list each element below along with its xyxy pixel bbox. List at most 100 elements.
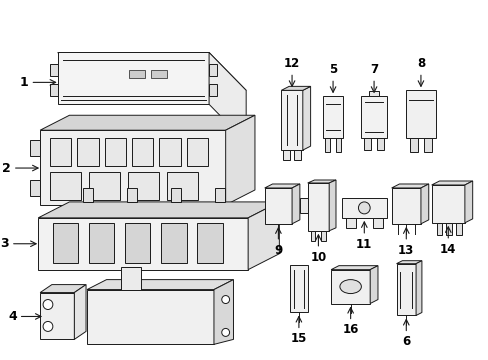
Polygon shape — [225, 115, 254, 205]
Polygon shape — [209, 84, 217, 96]
Polygon shape — [420, 184, 428, 224]
Circle shape — [221, 296, 229, 303]
Polygon shape — [325, 138, 329, 152]
Polygon shape — [159, 138, 181, 166]
Text: 2: 2 — [2, 162, 11, 175]
Polygon shape — [151, 71, 167, 78]
Polygon shape — [38, 202, 279, 218]
Polygon shape — [464, 181, 472, 223]
Text: 11: 11 — [355, 238, 372, 251]
Polygon shape — [415, 261, 421, 315]
Polygon shape — [376, 138, 383, 150]
Polygon shape — [283, 150, 289, 160]
Text: 10: 10 — [310, 251, 326, 264]
Text: 15: 15 — [290, 332, 306, 345]
Polygon shape — [396, 261, 421, 264]
Polygon shape — [364, 138, 370, 150]
Text: 12: 12 — [284, 58, 300, 71]
Polygon shape — [209, 64, 217, 76]
Polygon shape — [161, 223, 186, 263]
Polygon shape — [391, 188, 420, 224]
Polygon shape — [87, 289, 214, 345]
Polygon shape — [132, 138, 153, 166]
Polygon shape — [302, 86, 310, 150]
Polygon shape — [321, 231, 325, 241]
Polygon shape — [328, 180, 335, 231]
Polygon shape — [30, 140, 40, 156]
Polygon shape — [127, 188, 137, 202]
Polygon shape — [128, 172, 159, 200]
Text: 14: 14 — [439, 243, 455, 256]
Ellipse shape — [339, 280, 361, 293]
Polygon shape — [40, 130, 225, 205]
Polygon shape — [431, 181, 472, 185]
Polygon shape — [50, 138, 71, 166]
Polygon shape — [38, 218, 247, 270]
Polygon shape — [289, 265, 307, 312]
Polygon shape — [171, 188, 181, 202]
Text: 3: 3 — [0, 237, 9, 250]
Polygon shape — [307, 183, 328, 231]
Polygon shape — [53, 223, 78, 263]
Polygon shape — [104, 138, 126, 166]
Polygon shape — [406, 90, 435, 138]
Text: 6: 6 — [401, 336, 409, 348]
Polygon shape — [167, 172, 198, 200]
Polygon shape — [455, 223, 461, 235]
Polygon shape — [368, 91, 378, 96]
Polygon shape — [30, 180, 40, 196]
Polygon shape — [215, 188, 224, 202]
Polygon shape — [372, 218, 382, 228]
Polygon shape — [186, 138, 208, 166]
Circle shape — [358, 202, 369, 214]
Polygon shape — [50, 84, 58, 96]
Polygon shape — [391, 184, 428, 188]
Polygon shape — [121, 267, 141, 289]
Text: 13: 13 — [397, 244, 413, 257]
Polygon shape — [431, 185, 464, 223]
Polygon shape — [330, 270, 369, 303]
Polygon shape — [89, 223, 114, 263]
Polygon shape — [264, 188, 291, 224]
Polygon shape — [77, 138, 99, 166]
Polygon shape — [197, 223, 222, 263]
Text: 1: 1 — [20, 76, 28, 89]
Polygon shape — [40, 293, 74, 339]
Polygon shape — [129, 71, 144, 78]
Polygon shape — [125, 223, 150, 263]
Polygon shape — [209, 53, 245, 142]
Polygon shape — [74, 285, 86, 339]
Polygon shape — [323, 96, 342, 138]
Polygon shape — [307, 180, 335, 183]
Polygon shape — [369, 266, 377, 303]
Polygon shape — [281, 90, 302, 150]
Polygon shape — [50, 172, 81, 200]
Polygon shape — [58, 53, 245, 90]
Polygon shape — [83, 188, 93, 202]
Text: 4: 4 — [8, 310, 17, 323]
Polygon shape — [264, 184, 299, 188]
Polygon shape — [423, 138, 431, 152]
Polygon shape — [446, 223, 451, 235]
Polygon shape — [341, 198, 386, 218]
Polygon shape — [291, 184, 299, 224]
Polygon shape — [247, 202, 279, 270]
Text: 7: 7 — [369, 63, 377, 76]
Polygon shape — [361, 96, 386, 138]
Polygon shape — [436, 223, 442, 235]
Polygon shape — [345, 218, 355, 228]
Polygon shape — [281, 86, 310, 90]
Polygon shape — [89, 172, 120, 200]
Polygon shape — [299, 198, 307, 213]
Polygon shape — [87, 280, 233, 289]
Polygon shape — [310, 231, 315, 241]
Polygon shape — [409, 138, 417, 152]
Text: 16: 16 — [342, 323, 358, 337]
Polygon shape — [293, 150, 300, 160]
Polygon shape — [50, 64, 58, 76]
Circle shape — [221, 328, 229, 336]
Polygon shape — [330, 266, 377, 270]
Polygon shape — [214, 280, 233, 345]
Polygon shape — [58, 53, 209, 104]
Circle shape — [43, 300, 53, 310]
